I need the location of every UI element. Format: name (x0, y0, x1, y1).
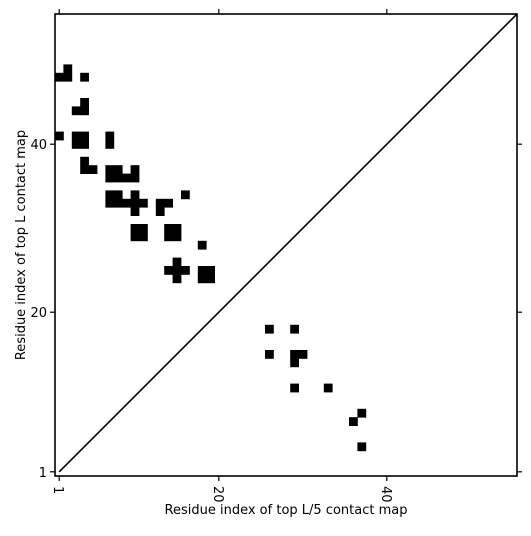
contact-cell-top-l5 (323, 383, 333, 393)
contact-cell-top-l (105, 190, 115, 200)
contact-cell-top-l5 (298, 350, 308, 359)
contact-cell-top-l (172, 224, 182, 233)
contact-cell-top-l (155, 207, 165, 216)
contact-cell-top-l5 (357, 408, 367, 418)
contact-cell-top-l (164, 224, 173, 233)
y-tick-label: 1 (39, 466, 47, 481)
contact-cell-top-l (105, 198, 115, 208)
contact-cell-top-l (197, 240, 207, 250)
contact-cell-top-l (181, 266, 190, 275)
contact-cell-top-l5 (265, 350, 274, 359)
diagonal-line (58, 13, 518, 473)
x-tick-label: 40 (378, 486, 393, 503)
contact-cell-top-l (139, 198, 148, 208)
contact-cell-top-l (130, 198, 140, 208)
contact-cell-top-l (122, 173, 131, 183)
contact-cell-top-l (206, 274, 215, 284)
contact-cell-top-l (155, 198, 165, 208)
contact-cell-top-l (164, 232, 173, 242)
contact-cell-top-l (130, 165, 140, 174)
y-axis-label: Residue index of top L contact map (14, 130, 29, 360)
contact-cell-top-l (130, 232, 140, 242)
contact-cell-top-l (80, 156, 89, 166)
contact-cell-top-l (88, 165, 98, 174)
contact-cell-top-l (105, 140, 115, 149)
contact-cell-top-l5 (290, 324, 299, 334)
contact-cell-top-l (197, 274, 207, 284)
contact-cell-top-l (197, 266, 207, 275)
contact-cell-top-l (80, 165, 89, 174)
contact-cell-top-l (181, 190, 190, 200)
contact-cell-top-l (80, 106, 89, 116)
contact-cell-top-l (139, 224, 148, 233)
contact-cell-top-l (55, 72, 64, 82)
contact-cell-top-l (172, 257, 182, 267)
plot-frame (54, 13, 518, 477)
contact-cell-top-l (80, 140, 89, 149)
contact-cell-top-l5 (357, 442, 367, 452)
contact-cell-top-l (105, 131, 115, 141)
contact-cell-top-l (130, 207, 140, 216)
contact-cell-top-l (122, 198, 131, 208)
contact-cell-top-l5 (290, 358, 299, 368)
contact-cell-top-l (80, 72, 89, 82)
contact-cell-top-l (113, 198, 123, 208)
x-tick-label: 20 (210, 486, 225, 503)
contact-cell-top-l (139, 232, 148, 242)
contact-cell-top-l (164, 198, 173, 208)
contact-cell-top-l (206, 266, 215, 275)
contact-cell-top-l (130, 173, 140, 183)
contact-cell-top-l5 (290, 350, 299, 359)
contact-cell-top-l5 (290, 383, 299, 393)
contact-cell-top-l (71, 140, 81, 149)
contact-cell-top-l (113, 165, 123, 174)
contact-cell-top-l (63, 64, 73, 74)
contact-marks (55, 64, 367, 452)
contact-cell-top-l5 (265, 324, 274, 334)
contact-cell-top-l (172, 266, 182, 275)
contact-cell-top-l (63, 72, 73, 82)
contact-cell-top-l (71, 106, 81, 116)
contact-cell-top-l (80, 131, 89, 141)
contact-cell-top-l (130, 190, 140, 200)
contact-cell-top-l (55, 131, 64, 141)
contact-cell-top-l (105, 173, 115, 183)
contact-cell-top-l5 (349, 417, 358, 426)
contact-cell-top-l (130, 224, 140, 233)
x-axis-label: Residue index of top L/5 contact map (165, 503, 408, 518)
contact-cell-top-l (113, 173, 123, 183)
contact-cell-top-l (105, 165, 115, 174)
contact-cell-top-l (113, 190, 123, 200)
x-tick-label: 1 (50, 486, 65, 494)
y-tick-label: 20 (30, 306, 47, 321)
y-tick-label: 40 (30, 138, 47, 153)
contact-cell-top-l (172, 232, 182, 242)
contact-cell-top-l (80, 98, 89, 107)
contact-cell-top-l (164, 266, 173, 275)
contact-cell-top-l (172, 274, 182, 284)
contact-cell-top-l (71, 131, 81, 141)
axis-ticks: 1 20 40 1 20 40 (30, 9, 522, 503)
